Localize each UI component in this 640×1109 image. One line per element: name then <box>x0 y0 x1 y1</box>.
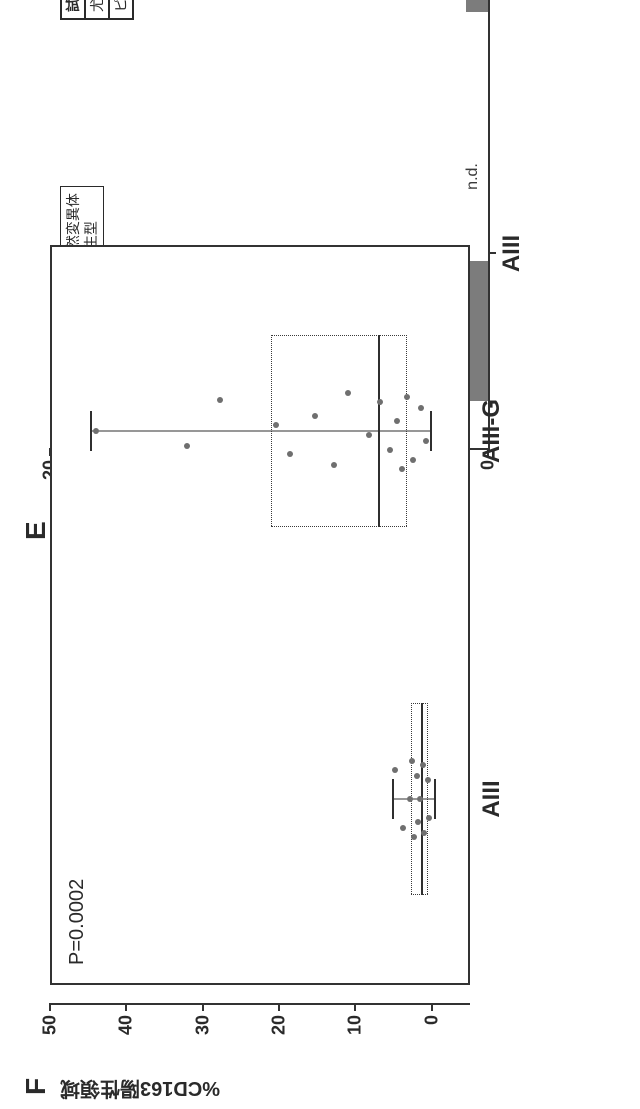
data-point <box>415 819 421 825</box>
data-point <box>217 397 223 403</box>
data-point <box>399 466 405 472</box>
data-point <box>312 413 318 419</box>
x-category-label: AIII-G <box>478 399 506 463</box>
data-point <box>404 394 410 400</box>
data-point <box>407 796 413 802</box>
ytick <box>125 1003 127 1011</box>
ytick-label: 40 <box>116 1015 137 1035</box>
ytick <box>431 1003 433 1011</box>
data-point <box>387 447 393 453</box>
whisker-cap <box>430 411 432 451</box>
box <box>271 335 407 526</box>
ytick-label: 0 <box>421 1015 442 1025</box>
whisker-cap <box>392 779 394 819</box>
whisker-cap <box>90 411 92 451</box>
data-point <box>410 457 416 463</box>
stats-r0c0: 尤度比 <box>85 0 109 19</box>
panelF-axis: 01020304050 <box>50 1003 470 1005</box>
data-point <box>287 451 293 457</box>
ytick <box>354 1003 356 1011</box>
ytick <box>278 1003 280 1011</box>
data-point <box>423 438 429 444</box>
data-point <box>93 428 99 434</box>
ytick <box>202 1003 204 1011</box>
data-point <box>366 432 372 438</box>
panelF-plot: P=0.0002 AIIIAIII-G <box>50 245 470 985</box>
ytick-label: 10 <box>345 1015 366 1035</box>
data-point <box>345 390 351 396</box>
stats-r1c0: ピアソン <box>109 0 133 19</box>
data-point <box>409 758 415 764</box>
data-point <box>411 834 417 840</box>
data-point <box>394 418 400 424</box>
whisker-cap <box>434 779 436 819</box>
median-line <box>378 335 380 526</box>
data-point <box>392 767 398 773</box>
data-point <box>273 422 279 428</box>
ytick <box>49 1003 51 1011</box>
panelF-pvalue: P=0.0002 <box>66 879 89 965</box>
stats-hdr-test: 試験 <box>61 0 85 19</box>
data-point <box>421 830 427 836</box>
data-point <box>400 825 406 831</box>
ytick-label: 30 <box>192 1015 213 1035</box>
ytick-label: 50 <box>40 1015 61 1035</box>
x-category-label: AIII <box>478 780 506 817</box>
panelE-stats: 試験 p値 尤度比 <.0001 ピアソン <.0001 <box>60 0 134 20</box>
data-point <box>425 777 431 783</box>
ytick-label: 20 <box>269 1015 290 1035</box>
panelF-ylabel-text: %CD163陽性領域 <box>60 1077 220 1099</box>
page-root: E 腫瘍試料の数 05101520AIIIn.d.AIII-G IDH1突然変異… <box>0 0 640 1109</box>
data-point <box>418 405 424 411</box>
panelF-container: F %CD163陽性領域 01020304050 P=0.0002 AIIIAI… <box>20 35 580 1095</box>
bar <box>466 0 488 12</box>
data-point <box>184 443 190 449</box>
data-point <box>414 773 420 779</box>
data-point <box>377 399 383 405</box>
data-point <box>417 796 423 802</box>
data-point <box>426 815 432 821</box>
panelF-ylabel: %CD163陽性領域 <box>20 1076 260 1105</box>
data-point <box>420 762 426 768</box>
data-point <box>331 462 337 468</box>
